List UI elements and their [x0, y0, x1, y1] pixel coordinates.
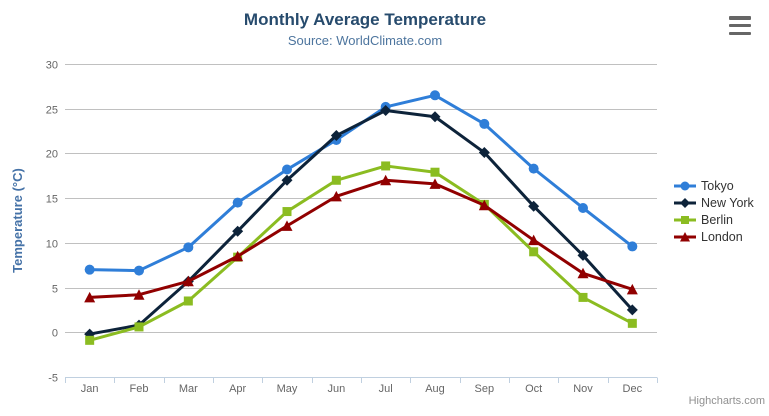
y-axis-title: Temperature (°C) — [10, 168, 25, 273]
data-point[interactable] — [380, 105, 392, 117]
data-point[interactable] — [330, 130, 342, 142]
data-point[interactable] — [626, 283, 638, 295]
data-point[interactable] — [232, 225, 244, 237]
data-point[interactable] — [381, 161, 391, 171]
data-point[interactable] — [85, 335, 95, 345]
x-axis-label: Feb — [130, 383, 149, 395]
export-menu-button[interactable] — [727, 15, 753, 36]
x-axis-label: Nov — [573, 383, 593, 395]
legend-label: Tokyo — [701, 178, 734, 193]
x-axis-label: Oct — [525, 383, 542, 395]
y-axis-label: 20 — [46, 149, 58, 161]
x-axis-label: Sep — [475, 383, 495, 395]
data-point[interactable] — [183, 242, 194, 253]
data-point[interactable] — [529, 247, 539, 257]
chart-title: Monthly Average Temperature — [243, 10, 487, 29]
highcharts-credit[interactable]: Highcharts.com — [688, 395, 765, 407]
series-new-york[interactable] — [84, 105, 638, 340]
legend: Tokyo New York Berlin London — [674, 177, 754, 245]
x-axis-label: Mar — [179, 383, 198, 395]
data-point[interactable] — [528, 163, 539, 174]
data-point — [681, 215, 689, 224]
legend-label: London — [701, 229, 743, 244]
data-point[interactable] — [84, 291, 96, 303]
data-point[interactable] — [331, 175, 341, 185]
data-point[interactable] — [627, 318, 637, 328]
data-point[interactable] — [183, 296, 193, 306]
x-axis-label: Jan — [81, 383, 99, 395]
y-axis-label: -5 — [48, 373, 58, 385]
series-london[interactable] — [84, 174, 638, 303]
data-point[interactable] — [282, 207, 292, 217]
data-point[interactable] — [627, 241, 638, 252]
diamond-marker-icon — [674, 197, 696, 208]
legend-label: Berlin — [701, 212, 733, 227]
chart-subtitle: Source: WorldClimate.com — [287, 33, 443, 48]
x-axis-label: Jul — [379, 383, 393, 395]
data-point[interactable] — [577, 267, 589, 279]
data-point — [680, 197, 690, 208]
data-point[interactable] — [429, 111, 441, 123]
data-point[interactable] — [429, 178, 441, 189]
data-point[interactable] — [478, 199, 490, 211]
data-point[interactable] — [430, 167, 440, 177]
legend-label: New York — [701, 195, 754, 210]
data-point[interactable] — [430, 90, 440, 101]
y-axis-label: 25 — [46, 105, 58, 117]
legend-item-london[interactable]: London — [674, 228, 754, 245]
x-axis-label: Jun — [327, 383, 345, 395]
data-point[interactable] — [134, 265, 144, 276]
square-marker-icon — [674, 215, 696, 224]
series-line — [88, 109, 634, 336]
data-point[interactable] — [330, 190, 342, 202]
data-point[interactable] — [626, 304, 638, 316]
data-point[interactable] — [380, 174, 392, 186]
series-line — [88, 178, 634, 299]
data-point[interactable] — [479, 118, 490, 129]
data-point[interactable] — [232, 250, 244, 262]
data-point[interactable] — [478, 147, 490, 159]
y-axis-label: 5 — [52, 284, 58, 296]
data-point[interactable] — [133, 289, 145, 300]
data-point[interactable] — [232, 197, 243, 208]
x-axis-label: Dec — [623, 383, 643, 395]
data-point[interactable] — [578, 202, 588, 213]
data-point — [680, 231, 690, 241]
data-point[interactable] — [578, 292, 588, 302]
y-axis-label: 30 — [46, 60, 58, 72]
data-point[interactable] — [577, 249, 589, 261]
x-axis-label: May — [277, 383, 298, 395]
legend-item-berlin[interactable]: Berlin — [674, 211, 754, 228]
data-point[interactable] — [282, 164, 292, 175]
y-axis-label: 0 — [52, 328, 58, 340]
data-point[interactable] — [281, 174, 293, 186]
x-axis-label: Aug — [425, 383, 445, 395]
data-point[interactable] — [281, 220, 293, 231]
data-point — [680, 181, 690, 190]
data-point[interactable] — [528, 234, 540, 246]
y-axis-label: 10 — [46, 239, 58, 251]
data-point[interactable] — [182, 275, 194, 287]
legend-item-tokyo[interactable]: Tokyo — [674, 177, 754, 194]
data-point[interactable] — [528, 200, 540, 212]
series-line — [88, 164, 634, 342]
legend-item-new-york[interactable]: New York — [674, 194, 754, 211]
circle-marker-icon — [674, 181, 696, 190]
series-tokyo[interactable] — [84, 90, 638, 276]
data-point[interactable] — [134, 322, 144, 332]
triangle-marker-icon — [674, 231, 696, 241]
x-axis-label: Apr — [229, 383, 246, 395]
y-axis-label: 15 — [46, 194, 58, 206]
data-point[interactable] — [84, 264, 95, 275]
